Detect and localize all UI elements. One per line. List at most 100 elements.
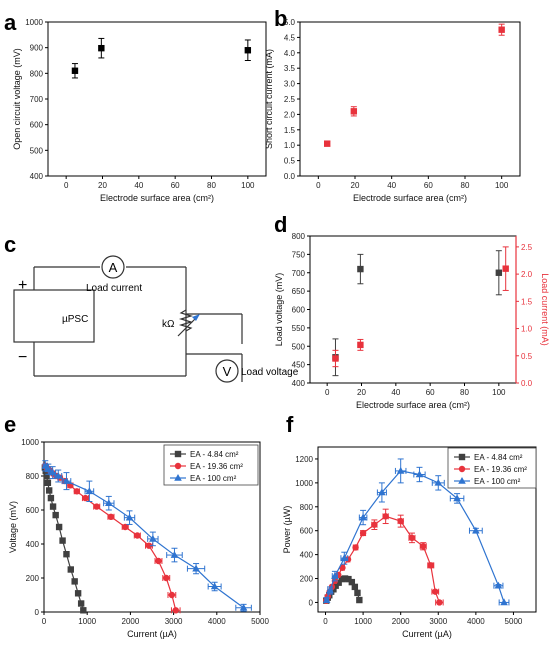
series-2 [322,458,510,606]
x-tick-label: 2000 [392,617,410,626]
y2-tick-label: 0.5 [521,352,533,361]
x-tick-label: 20 [357,388,366,397]
data-point [172,607,179,614]
data-point [326,586,334,594]
panel-letter-d: d [274,212,287,237]
data-point [339,564,346,571]
y-tick-label: 800 [292,232,306,241]
resistor-arrow [177,316,198,337]
x-tick-label: 60 [426,388,435,397]
series-line [44,467,84,611]
data-point [472,526,480,534]
data-point [239,603,248,611]
y2-tick-label: 1.0 [521,325,533,334]
data-point [322,596,331,603]
data-point [41,461,50,469]
x-tick-label: 4000 [467,617,485,626]
data-point [59,537,66,544]
y-tick-label: 500 [30,146,44,155]
plot-frame [299,21,521,177]
voltmeter-label: Load voltage [241,367,299,378]
x-tick-label: 0 [316,181,321,190]
data-point [63,551,70,558]
series-0 [41,464,87,614]
x-tick-label: 20 [351,181,360,190]
data-point [352,544,359,551]
y-tick-label: 2.5 [284,95,296,104]
legend-label: EA - 19.36 cm² [190,462,243,471]
plot-frame [317,446,537,613]
voltmeter-ring [215,359,239,383]
x-tick-label: 100 [495,181,509,190]
y-tick-label: 800 [30,69,44,78]
x-tick-label: 100 [492,388,506,397]
x-tick-label: 5000 [251,617,269,626]
plot-frame [47,21,267,177]
y-tick-label: 600 [30,121,44,130]
panel-letter-b: b [274,6,287,31]
x-tick-label: 2000 [122,617,140,626]
y-tick-label: 550 [292,324,306,333]
x-tick-label: 80 [460,388,469,397]
data-point [427,562,434,569]
solar-cell-box [13,289,95,343]
x-tick-label: 80 [461,181,470,190]
data-point [356,596,363,604]
data-point [163,574,170,582]
y2-tick-label: 2.0 [521,270,533,279]
y-tick-label: 800 [26,472,40,481]
legend-label: EA - 100 cm² [190,474,237,483]
chart-power-vs-current: 0 1000 2000 3000 4000 5000 0 200 400 600 800 1000 12… [282,446,537,639]
data-point [134,532,141,539]
panel-letter-c: c [4,232,16,257]
data-point [382,513,389,520]
data-point [85,487,94,495]
x-axis-label: Current (µA) [127,629,177,639]
data-point [324,140,331,147]
data-point [371,521,378,528]
panel-letter-f: f [286,412,294,437]
x-tick-label: 40 [391,388,400,397]
y-axis-label: Load voltage (mV) [274,273,284,347]
panel-letter-e: e [4,412,16,437]
data-point [71,578,78,585]
data-point [45,487,53,494]
data-point [408,534,416,542]
data-point [44,465,53,472]
data-point [73,488,81,495]
data-point [494,581,503,589]
data-point [495,269,503,276]
data-point [155,557,162,565]
y-axis-label: Open circuit voltage (mV) [12,48,22,150]
y-tick-label: 750 [292,250,306,259]
y-tick-label: 600 [300,527,314,536]
resistor-zigzag [178,309,194,332]
x-tick-label: 40 [134,181,143,190]
data-point [54,472,63,479]
data-point [354,589,361,597]
data-point [432,588,439,595]
y-tick-label: 1000 [25,18,43,27]
x-axis-label: Electrode surface area (cm²) [353,193,467,203]
data-point [67,566,74,573]
y-tick-label: 1000 [295,479,313,488]
y-tick-label: 2.0 [284,110,296,119]
x-tick-label: 60 [171,181,180,190]
y-tick-label: 400 [292,379,306,388]
x-axis-label: Current (µA) [402,629,452,639]
x-tick-label: 100 [241,181,255,190]
resistor-arrow-head [192,314,200,321]
chart-load-voltage-current: 0 20 40 60 80 100 400 450 500 550 600 650 700 750 800 0… [274,232,550,410]
y-tick-label: 800 [300,503,314,512]
x-tick-label: 20 [98,181,107,190]
data-point [74,590,82,597]
data-point [396,466,405,474]
y-tick-label: 650 [292,287,306,296]
series-2 [41,460,252,612]
legend-marker [458,453,466,461]
legend-marker [458,477,466,484]
circuit-diagram [13,255,243,383]
y-tick-label: 400 [30,172,44,181]
y-axis-label: Short circuit current (mA) [264,49,274,149]
data-point [82,494,89,502]
